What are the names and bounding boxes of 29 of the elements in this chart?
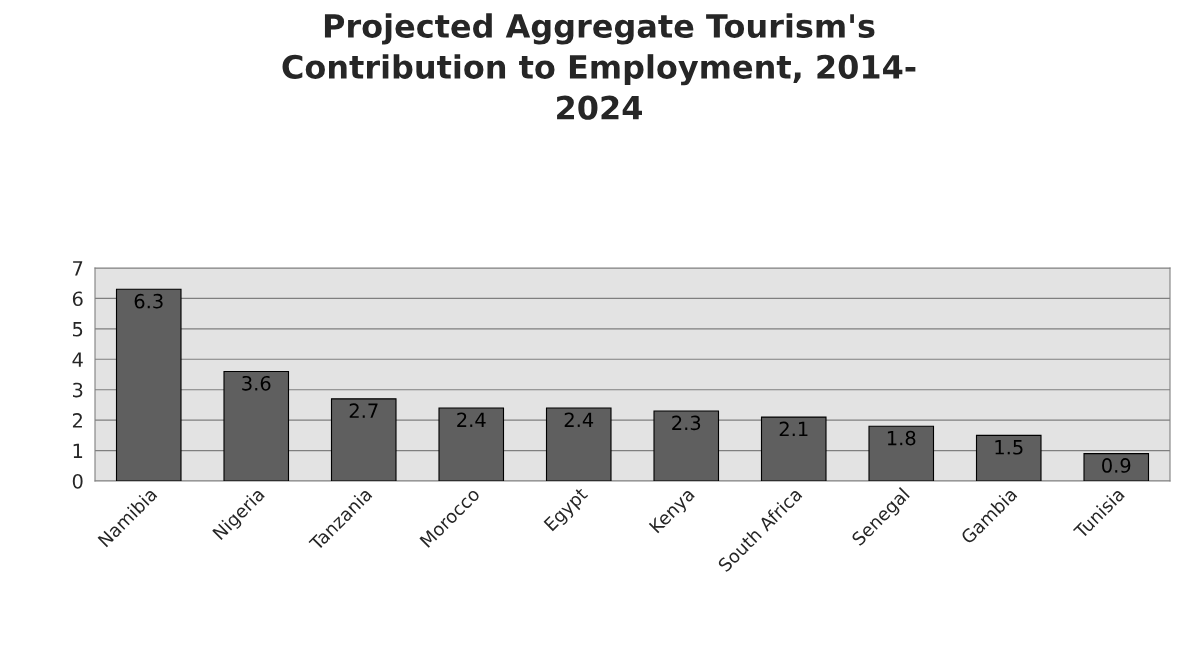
data-label: 2.7 — [349, 403, 378, 418]
data-label: 3.6 — [242, 375, 271, 391]
bar — [115, 288, 182, 481]
y-tick-label: 2 — [72, 413, 82, 428]
data-label: 1.5 — [995, 440, 1023, 455]
y-tick-label: 5 — [73, 322, 83, 337]
y-tick-label: 4 — [72, 352, 83, 367]
bar — [975, 434, 1042, 481]
bar — [653, 410, 720, 481]
chart-title: Projected Aggregate Tourism's Contribution to Employment, 2014- 2024 — [282, 13, 916, 120]
data-label: 0.9 — [1102, 458, 1131, 473]
data-label: 6.3 — [134, 293, 163, 309]
y-tick-label: 3 — [73, 382, 83, 398]
bar — [330, 398, 397, 481]
bar — [438, 407, 505, 481]
y-tick-label: 7 — [73, 261, 83, 276]
data-label: 2.3 — [672, 415, 701, 431]
data-label: 2.1 — [779, 421, 808, 437]
y-tick-label: 1 — [73, 443, 83, 458]
bar — [760, 416, 827, 481]
data-label: 1.8 — [887, 430, 916, 446]
bar — [545, 407, 612, 481]
bar — [868, 425, 935, 481]
y-tick-label: 6 — [72, 291, 83, 307]
bar — [223, 370, 290, 481]
data-label: 2.4 — [564, 412, 594, 427]
data-label: 2.4 — [457, 412, 486, 427]
bar — [1083, 453, 1150, 481]
y-tick-label: 0 — [72, 473, 83, 489]
